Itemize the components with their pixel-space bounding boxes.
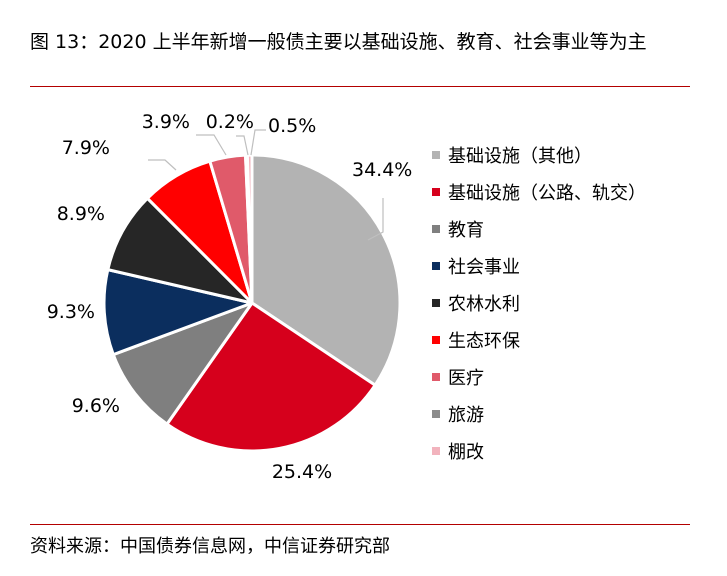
legend-swatch: [432, 446, 440, 455]
source-divider: [30, 524, 690, 525]
legend-swatch: [432, 409, 440, 418]
leader-line: [236, 135, 249, 156]
chart-legend: 基础设施（其他） 基础设施（公路、轨交） 教育社会事业农林水利生态环保医疗旅游棚改: [432, 136, 646, 469]
legend-swatch: [432, 372, 440, 381]
leader-line: [148, 159, 177, 171]
title-divider: [30, 86, 690, 87]
slice-data-label: 9.3%: [47, 301, 95, 323]
legend-item: 农林水利: [432, 284, 646, 321]
leader-line: [250, 129, 266, 156]
legend-label: 基础设施（其他）: [448, 145, 592, 167]
legend-item: 医疗: [432, 358, 646, 395]
legend-item: 棚改: [432, 432, 646, 469]
legend-label: 基础设施（公路、轨交）: [448, 182, 646, 204]
legend-label: 教育: [448, 219, 484, 241]
pie-slice: [245, 153, 254, 305]
leader-line: [196, 134, 227, 156]
legend-item: 基础设施（其他）: [432, 136, 646, 173]
legend-item: 社会事业: [432, 247, 646, 284]
slice-data-label: 0.2%: [206, 111, 254, 133]
source-note: 资料来源：中国债券信息网，中信证券研究部: [30, 536, 390, 557]
legend-label: 农林水利: [448, 293, 520, 315]
pie-slice: [102, 268, 254, 357]
legend-item: 教育: [432, 210, 646, 247]
legend-label: 棚改: [448, 441, 484, 463]
slice-data-label: 8.9%: [57, 203, 105, 225]
legend-label: 旅游: [448, 404, 484, 426]
slice-data-label: 0.5%: [268, 115, 316, 137]
leader-line: [367, 198, 384, 241]
slice-data-label: 9.6%: [72, 395, 120, 417]
slice-data-label: 7.9%: [62, 137, 110, 159]
legend-item: 旅游: [432, 395, 646, 432]
legend-label: 医疗: [448, 367, 484, 389]
legend-item: 基础设施（公路、轨交）: [432, 173, 646, 210]
legend-swatch: [432, 298, 440, 307]
legend-swatch: [432, 150, 440, 159]
slice-data-label: 34.4%: [352, 159, 412, 181]
legend-swatch: [432, 335, 440, 344]
chart-title: 图 13：2020 上半年新增一般债主要以基础设施、教育、社会事业等为主: [30, 31, 647, 53]
slice-data-label: 25.4%: [272, 461, 332, 483]
slice-data-label: 3.9%: [142, 111, 190, 133]
pie-slice: [111, 301, 254, 426]
legend-swatch: [432, 261, 440, 270]
legend-label: 生态环保: [448, 330, 520, 352]
pie-slice: [106, 196, 254, 305]
legend-swatch: [432, 224, 440, 233]
pie-slice: [165, 301, 377, 453]
legend-swatch: [432, 187, 440, 196]
legend-label: 社会事业: [448, 256, 520, 278]
legend-item: 生态环保: [432, 321, 646, 358]
